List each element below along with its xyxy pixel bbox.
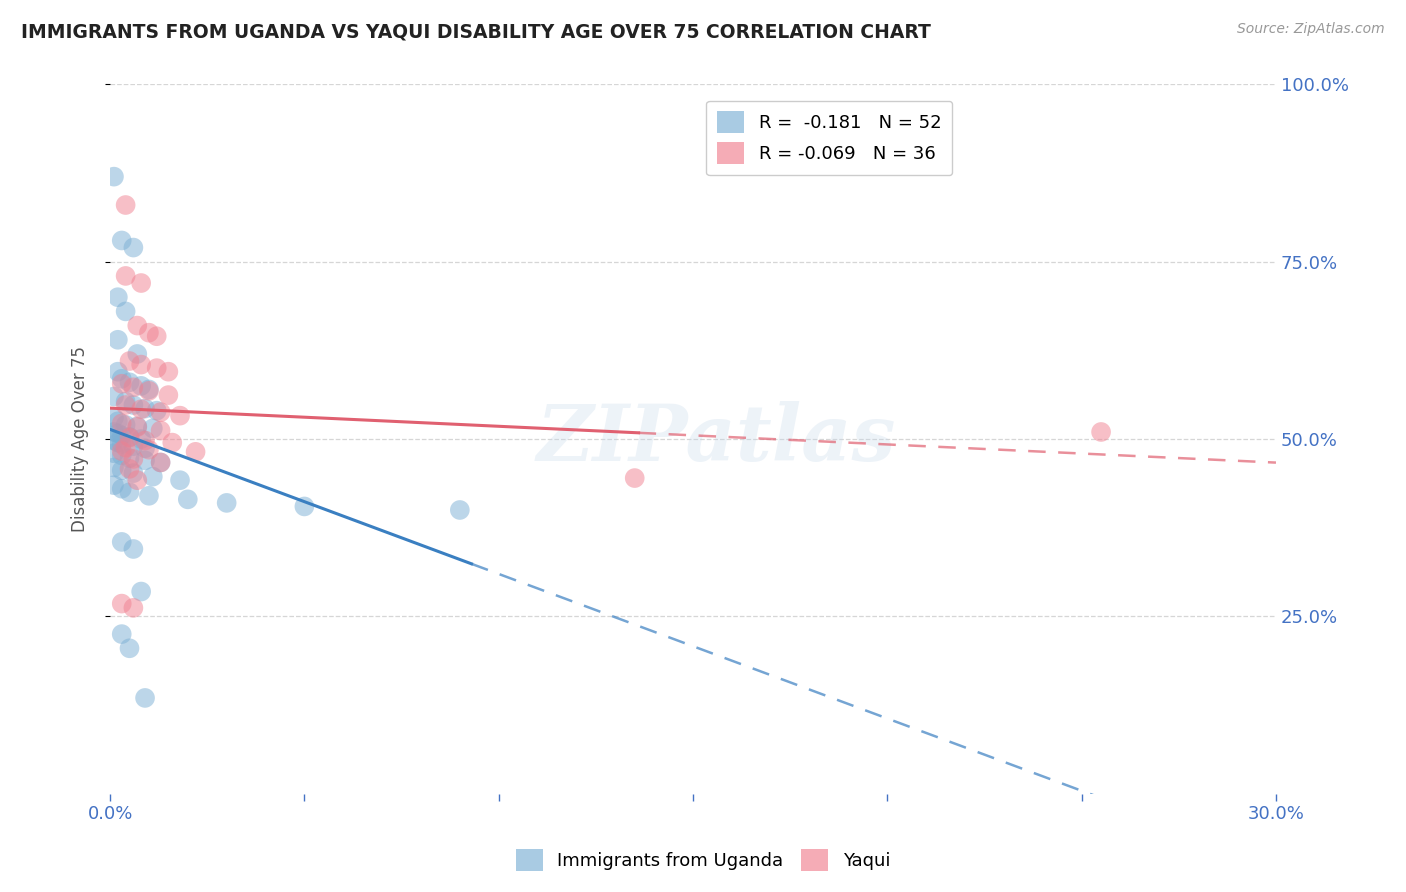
- Point: [107, 365, 129, 379]
- Point: [157, 388, 180, 402]
- Point: [134, 401, 156, 416]
- Point: [129, 379, 152, 393]
- Point: [107, 426, 129, 441]
- Point: [129, 432, 152, 446]
- Point: [111, 463, 134, 477]
- Point: [118, 641, 141, 656]
- Point: [149, 405, 172, 419]
- Point: [142, 421, 165, 435]
- Point: [145, 329, 167, 343]
- Point: [114, 394, 136, 409]
- Point: [103, 410, 125, 425]
- Point: [149, 424, 172, 438]
- Point: [127, 419, 149, 434]
- Point: [103, 425, 125, 439]
- Point: [1090, 425, 1112, 439]
- Text: IMMIGRANTS FROM UGANDA VS YAQUI DISABILITY AGE OVER 75 CORRELATION CHART: IMMIGRANTS FROM UGANDA VS YAQUI DISABILI…: [21, 22, 931, 41]
- Point: [103, 446, 125, 460]
- Point: [107, 290, 129, 304]
- Point: [111, 535, 134, 549]
- Point: [134, 690, 156, 705]
- Point: [111, 482, 134, 496]
- Point: [118, 376, 141, 390]
- Point: [127, 473, 149, 487]
- Point: [138, 383, 160, 397]
- Point: [114, 441, 136, 455]
- Point: [449, 503, 471, 517]
- Text: ZIPatlas: ZIPatlas: [537, 401, 896, 477]
- Point: [118, 462, 141, 476]
- Point: [111, 449, 134, 463]
- Point: [111, 417, 134, 431]
- Point: [118, 485, 141, 500]
- Point: [107, 333, 129, 347]
- Point: [103, 460, 125, 475]
- Point: [114, 417, 136, 432]
- Point: [129, 358, 152, 372]
- Point: [157, 365, 180, 379]
- Point: [111, 376, 134, 391]
- Point: [184, 445, 207, 459]
- Point: [169, 473, 191, 487]
- Point: [122, 600, 145, 615]
- Point: [103, 169, 125, 184]
- Point: [103, 478, 125, 492]
- Point: [623, 471, 645, 485]
- Point: [122, 466, 145, 480]
- Point: [118, 430, 141, 444]
- Point: [145, 403, 167, 417]
- Point: [129, 584, 152, 599]
- Point: [111, 372, 134, 386]
- Point: [138, 442, 160, 457]
- Point: [114, 398, 136, 412]
- Point: [111, 597, 134, 611]
- Point: [118, 431, 141, 445]
- Point: [103, 434, 125, 448]
- Point: [169, 409, 191, 423]
- Point: [111, 428, 134, 442]
- Point: [114, 304, 136, 318]
- Point: [122, 241, 145, 255]
- Point: [114, 198, 136, 212]
- Point: [134, 453, 156, 467]
- Point: [138, 384, 160, 398]
- Point: [118, 354, 141, 368]
- Point: [114, 268, 136, 283]
- Point: [107, 414, 129, 428]
- Point: [127, 347, 149, 361]
- Point: [145, 361, 167, 376]
- Point: [103, 390, 125, 404]
- Point: [215, 496, 238, 510]
- Point: [122, 439, 145, 453]
- Point: [292, 500, 315, 514]
- Point: [111, 437, 134, 451]
- Point: [162, 435, 184, 450]
- Point: [127, 420, 149, 434]
- Point: [111, 234, 134, 248]
- Point: [134, 442, 156, 456]
- Point: [134, 434, 156, 448]
- Point: [142, 469, 165, 483]
- Point: [129, 276, 152, 290]
- Point: [122, 451, 145, 466]
- Legend: Immigrants from Uganda, Yaqui: Immigrants from Uganda, Yaqui: [509, 842, 897, 879]
- Legend: R =  -0.181   N = 52, R = -0.069   N = 36: R = -0.181 N = 52, R = -0.069 N = 36: [706, 101, 952, 176]
- Point: [122, 398, 145, 412]
- Point: [127, 318, 149, 333]
- Point: [107, 435, 129, 450]
- Point: [122, 541, 145, 556]
- Point: [177, 492, 200, 507]
- Point: [149, 455, 172, 469]
- Point: [149, 455, 172, 469]
- Point: [138, 326, 160, 340]
- Point: [129, 402, 152, 417]
- Point: [122, 380, 145, 394]
- Point: [138, 489, 160, 503]
- Y-axis label: Disability Age Over 75: Disability Age Over 75: [72, 346, 89, 532]
- Point: [111, 444, 134, 458]
- Point: [118, 451, 141, 466]
- Text: Source: ZipAtlas.com: Source: ZipAtlas.com: [1237, 22, 1385, 37]
- Point: [111, 627, 134, 641]
